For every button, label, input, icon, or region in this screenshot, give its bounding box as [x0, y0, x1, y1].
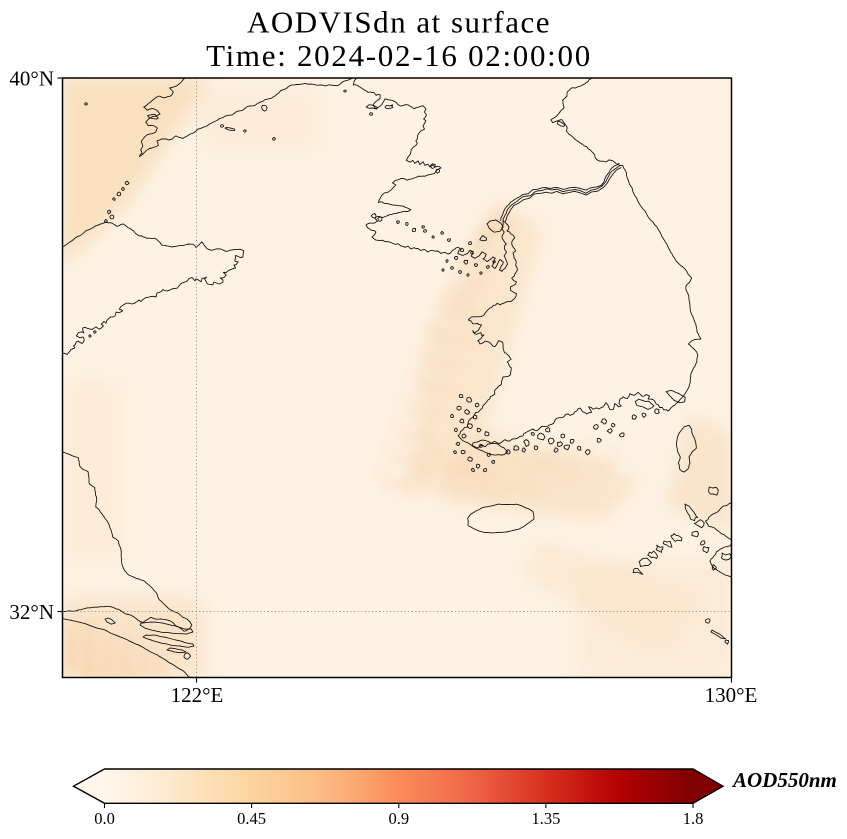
svg-text:0.45: 0.45 — [237, 809, 266, 828]
svg-text:1.35: 1.35 — [531, 809, 560, 828]
svg-text:0.0: 0.0 — [94, 809, 115, 828]
svg-text:40°N: 40°N — [9, 67, 54, 91]
svg-text:Time: 2024-02-16 02:00:00: Time: 2024-02-16 02:00:00 — [206, 38, 592, 73]
svg-text:130°E: 130°E — [705, 683, 758, 707]
svg-text:1.8: 1.8 — [683, 809, 704, 828]
svg-text:122°E: 122°E — [171, 683, 224, 707]
svg-text:AODVISdn at surface: AODVISdn at surface — [247, 5, 551, 40]
svg-text:AOD550nm: AOD550nm — [731, 768, 837, 792]
svg-text:0.9: 0.9 — [388, 809, 409, 828]
svg-text:32°N: 32°N — [9, 600, 54, 624]
